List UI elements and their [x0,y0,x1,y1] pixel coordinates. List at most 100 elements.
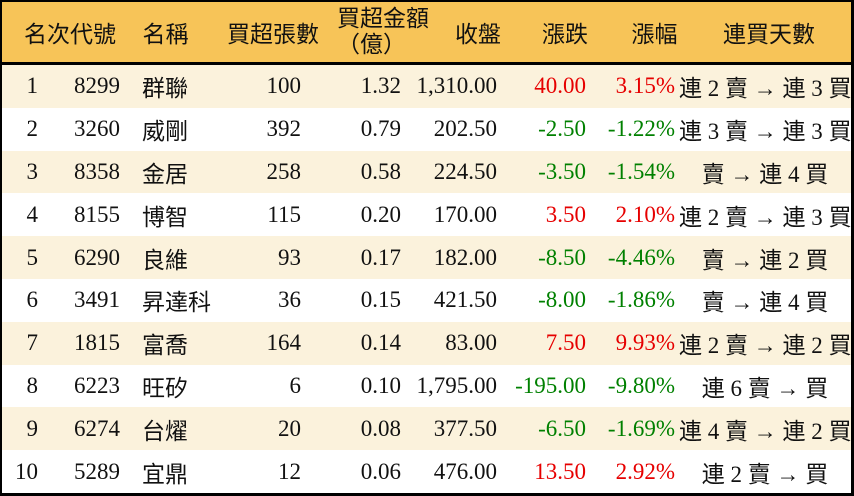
code-cell: 8299 [74,73,120,99]
header-amount-line2: （億） [337,32,406,57]
change-cell: 7.50 [545,330,586,356]
code-cell: 1815 [74,330,120,356]
table-row: 3 8358 金居 258 0.58 224.50 -3.50 -1.54% 賣 → 連 4 買 [2,150,851,194]
table-row: 10 5289 宜鼎 12 0.06 476.00 13.50 2.92% 連 2 賣 → 買 [2,450,851,493]
amount-cell: 0.08 [360,415,401,441]
close-cell: 1,795.00 [416,372,498,398]
table-row: 9 6274 台燿 20 0.08 377.50 -6.50 -1.69% 連 4 賣 → 連 … [2,407,852,451]
rank-cell: 4 [26,201,39,227]
amount-cell: 1.32 [360,73,401,99]
header-volume: 買超張數 [227,22,319,47]
rank-cell: 6 [26,287,39,313]
header-code: 代號 [70,22,116,47]
volume-cell: 93 [278,244,301,270]
volume-cell: 258 [266,158,302,184]
change-pct-cell: -1.69% [607,415,675,441]
change-pct-cell: 9.93% [615,330,675,356]
change-cell: -8.50 [538,244,586,270]
change-pct-cell: -1.86% [607,287,675,313]
streak-cell: 連 2 賣 → 連 2 買 [679,333,852,359]
name-cell: 良維 [142,247,188,273]
code-cell: 3260 [74,116,120,142]
amount-cell: 0.10 [360,372,401,398]
rank-cell: 10 [15,458,38,484]
change-pct-cell: 2.92% [615,458,675,484]
change-cell: 3.50 [545,201,586,227]
code-cell: 6274 [74,415,120,441]
change-pct-cell: 3.15% [615,73,675,99]
header-close: 收盤 [455,22,501,47]
streak-cell: 連 2 賣 → 連 3 買 [679,204,852,230]
volume-cell: 164 [266,330,302,356]
volume-cell: 20 [278,415,301,441]
volume-cell: 115 [267,201,301,227]
table-row: 2 3260 威剛 392 0.79 202.50 -2.50 -1.22% 連 3 賣 → 連… [2,107,852,151]
close-cell: 202.50 [433,116,497,142]
volume-cell: 12 [278,458,301,484]
close-cell: 476.00 [433,458,497,484]
rank-cell: 8 [26,372,39,398]
change-cell: 13.50 [534,458,586,484]
code-cell: 5289 [74,458,120,484]
streak-cell: 連 2 賣 → 連 3 買 [679,76,852,102]
table-body: 1 8299 群聯 100 1.32 1,310.00 40.00 3.15% 連 2 賣 → … [2,65,852,493]
code-cell: 8155 [74,201,120,227]
streak-cell: 連 3 賣 → 連 3 買 [679,119,852,145]
close-cell: 182.00 [433,244,497,270]
header-change: 漲跌 [542,22,588,47]
name-cell: 宜鼎 [142,461,188,487]
name-cell: 威剛 [142,119,188,145]
change-cell: -195.00 [515,372,586,398]
amount-cell: 0.17 [360,244,401,270]
code-cell: 8358 [74,158,120,184]
header-amount: 買超金額 （億） [307,6,429,58]
header-rank: 名次 [24,22,70,47]
streak-cell: 連 2 賣 → 買 [701,461,829,487]
rank-cell: 1 [26,73,39,99]
change-pct-cell: -1.54% [607,158,675,184]
name-cell: 博智 [142,204,188,230]
rank-cell: 5 [26,244,39,270]
name-cell: 台燿 [142,418,188,444]
amount-cell: 0.06 [360,458,401,484]
header-change-pct: 漲幅 [631,22,678,47]
volume-cell: 36 [278,287,301,313]
change-cell: -2.50 [538,116,586,142]
streak-cell: 連 4 賣 → 連 2 買 [679,418,852,444]
code-cell: 3491 [74,287,120,313]
change-pct-cell: -1.22% [607,116,675,142]
table-row: 1 8299 群聯 100 1.32 1,310.00 40.00 3.15% 連 2 賣 → … [2,65,852,108]
streak-cell: 賣 → 連 4 買 [701,290,829,316]
header-name: 名稱 [142,22,189,47]
change-cell: -8.00 [538,287,586,313]
header-streak: 連買天數 [723,22,815,47]
amount-cell: 0.14 [360,330,401,356]
header-amount-line1: 買超金額 [337,6,429,32]
rank-cell: 7 [26,330,39,356]
streak-cell: 連 6 賣 → 買 [701,375,829,401]
streak-cell: 賣 → 連 4 買 [701,161,829,187]
table-row: 5 6290 良維 93 0.17 182.00 -8.50 -4.46% 賣 → 連 2 買 [2,236,851,279]
code-cell: 6290 [74,244,120,270]
table-row: 6 3491 昇達科 36 0.15 421.50 -8.00 -1.86% 賣 → 連 4 買 [2,278,851,322]
change-cell: 40.00 [534,73,586,99]
volume-cell: 6 [289,372,302,398]
table-row: 8 6223 旺矽 6 0.10 1,795.00 -195.00 -9.80% 連 6 賣 →… [2,364,851,408]
amount-cell: 0.15 [360,287,401,313]
table-row: 4 8155 博智 115 0.20 170.00 3.50 2.10% 連 2 賣 → 連 3… [2,193,852,237]
volume-cell: 100 [266,73,302,99]
rank-cell: 9 [26,415,39,441]
change-pct-cell: -9.80% [607,372,675,398]
close-cell: 170.00 [433,201,497,227]
amount-cell: 0.58 [360,158,401,184]
name-cell: 昇達科 [142,290,211,316]
name-cell: 旺矽 [142,375,188,401]
change-pct-cell: -4.46% [607,244,675,270]
close-cell: 83.00 [445,330,497,356]
rank-cell: 3 [26,158,39,184]
close-cell: 377.50 [433,415,497,441]
name-cell: 金居 [142,161,188,187]
change-pct-cell: 2.10% [615,201,675,227]
amount-cell: 0.79 [360,116,401,142]
close-cell: 1,310.00 [416,73,498,99]
